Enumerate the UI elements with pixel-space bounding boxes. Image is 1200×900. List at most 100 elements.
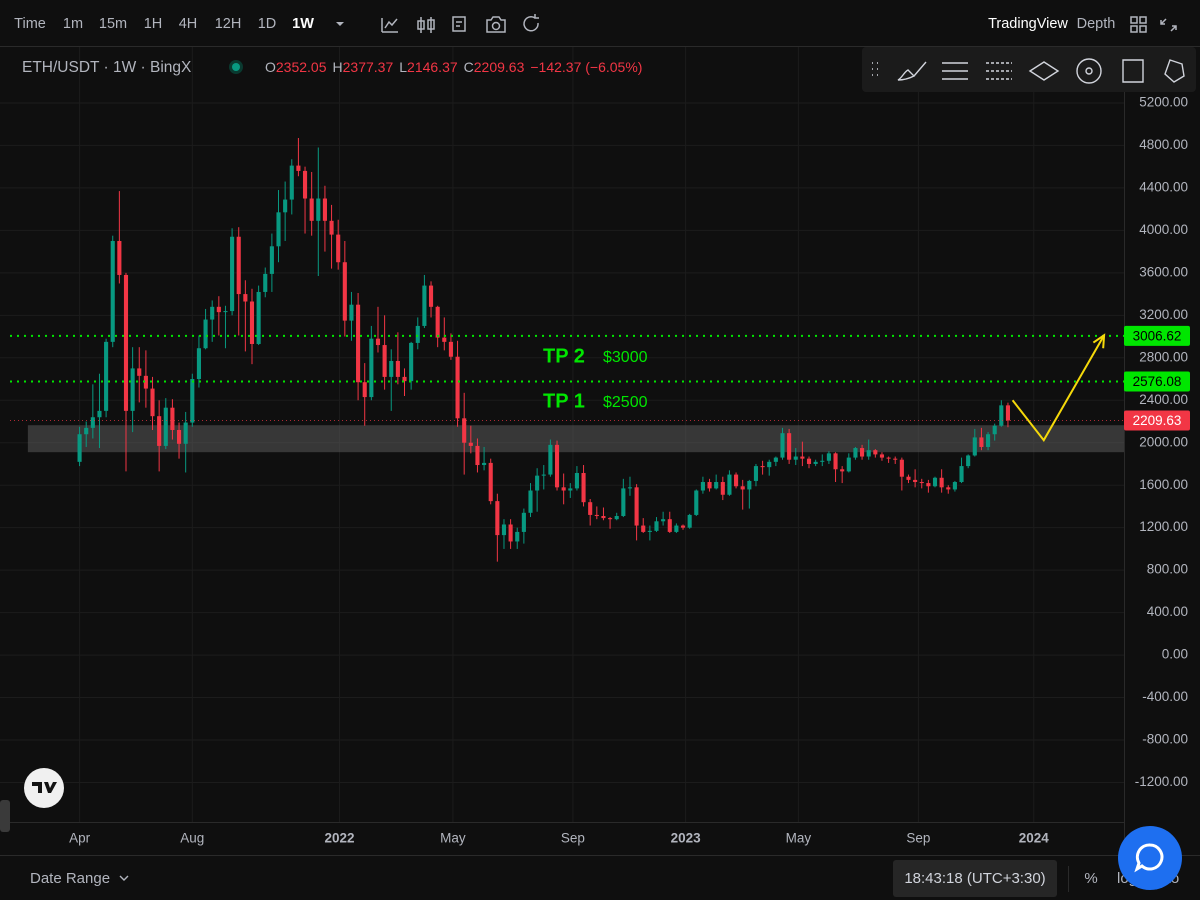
candle-body: [727, 474, 732, 495]
candle-body: [568, 488, 573, 491]
candle-body: [793, 456, 798, 460]
candle-body: [694, 490, 699, 515]
drawing-toolbar: [862, 47, 1196, 92]
x-tick-label: 2024: [1019, 831, 1050, 846]
candle-body: [349, 304, 354, 321]
candle-body: [117, 240, 122, 275]
candle-body: [800, 456, 805, 459]
candle-body: [336, 234, 341, 263]
y-tick-label: 4800.00: [1139, 137, 1188, 152]
template-icon[interactable]: [452, 16, 466, 32]
more-tool[interactable]: [1164, 59, 1185, 83]
timeframe-button[interactable]: 12H: [215, 16, 242, 32]
candle-body: [767, 461, 772, 468]
measure-tool[interactable]: [1076, 58, 1102, 84]
camera-icon[interactable]: [486, 16, 506, 33]
candle-body: [753, 466, 759, 481]
brush-tool[interactable]: [897, 61, 927, 81]
annotation-price: $3000: [603, 349, 648, 366]
timeframe-button[interactable]: 1D: [258, 16, 277, 32]
side-handle[interactable]: [0, 800, 10, 832]
y-tick-label: -800.00: [1142, 732, 1188, 747]
candle-body: [926, 483, 931, 487]
annotation-title: TP 1: [543, 390, 585, 412]
candle-body: [813, 461, 818, 464]
shape-tool[interactable]: [1122, 59, 1144, 83]
drag-handle[interactable]: [872, 62, 878, 76]
timeframe-button[interactable]: 1W: [292, 16, 314, 32]
candle-body: [84, 427, 89, 435]
collapse-icon[interactable]: [1160, 18, 1177, 32]
y-tick-label: -400.00: [1142, 689, 1188, 704]
candle-body: [276, 212, 281, 247]
status-dot: [232, 63, 240, 71]
candle-body: [223, 311, 228, 313]
candle-body: [236, 236, 241, 295]
clock[interactable]: 18:43:18 (UTC+3:30): [904, 870, 1045, 887]
candle-body: [647, 530, 652, 532]
reload-icon[interactable]: [523, 14, 539, 32]
timeframe-button[interactable]: 15m: [99, 16, 127, 32]
timeframe-button[interactable]: Time: [14, 16, 46, 32]
y-tick-label: 5200.00: [1139, 95, 1188, 110]
legend-value: 2377.37: [343, 59, 394, 75]
price-label-box: [1124, 371, 1190, 392]
candle-body: [508, 524, 513, 542]
candle-body: [356, 304, 361, 383]
candle-body: [574, 472, 579, 489]
chat-button[interactable]: [1118, 826, 1182, 890]
candle-body: [362, 382, 367, 398]
compare-icon[interactable]: [417, 17, 435, 33]
candle-body: [866, 450, 871, 457]
candle-body: [535, 475, 540, 491]
candle-body: [899, 459, 904, 477]
pattern-tool[interactable]: [1028, 61, 1060, 81]
candle-body: [515, 531, 520, 542]
x-tick-label: 2022: [324, 831, 354, 846]
tv-logo[interactable]: [24, 768, 64, 808]
x-tick-label: Sep: [906, 831, 930, 846]
timeframe-button[interactable]: 1m: [63, 16, 83, 32]
x-tick-label: May: [786, 831, 812, 846]
candle-body: [760, 466, 765, 468]
view-toggle[interactable]: TradingView: [988, 16, 1068, 32]
candle-body: [296, 165, 301, 171]
candle-body: [720, 482, 725, 495]
candle-body: [959, 466, 964, 483]
candle-body: [860, 448, 865, 457]
clock-box: [893, 860, 1057, 897]
support-zone: [27, 425, 1125, 453]
y-tick-label: 400.00: [1147, 604, 1188, 619]
candle-body: [919, 482, 924, 484]
y-tick-label: 4000.00: [1139, 222, 1188, 237]
y-tick-label: 3600.00: [1139, 264, 1188, 279]
candle-body: [787, 433, 792, 460]
candle-body: [853, 448, 858, 458]
dropdown-icon[interactable]: [336, 22, 344, 26]
legend-value: 2146.37: [407, 59, 458, 75]
candle-body: [170, 407, 175, 430]
view-toggle[interactable]: Depth: [1077, 16, 1116, 32]
candle-body: [369, 338, 374, 398]
candle-body: [409, 342, 414, 382]
layout-icon[interactable]: [1130, 16, 1147, 33]
channel-tool[interactable]: [986, 62, 1012, 80]
legend-label: O: [265, 59, 276, 75]
percent-toggle[interactable]: %: [1084, 870, 1097, 887]
candle-body: [163, 407, 168, 446]
fib-tool[interactable]: [942, 62, 968, 80]
date-range[interactable]: Date Range: [30, 870, 110, 887]
candle-body: [680, 525, 686, 528]
candle-body: [780, 433, 785, 458]
candle-body: [601, 515, 606, 519]
candle-body: [594, 514, 599, 516]
y-tick-label: 1200.00: [1139, 519, 1188, 534]
price-label-box: [1124, 410, 1190, 431]
y-tick-label: 800.00: [1147, 562, 1188, 577]
indicator-icon[interactable]: [381, 18, 398, 33]
timeframe-button[interactable]: 1H: [144, 16, 163, 32]
candle-body: [654, 521, 659, 531]
timeframe-button[interactable]: 4H: [179, 16, 198, 32]
candle-body: [707, 482, 712, 489]
price-label-box: [1124, 325, 1190, 346]
